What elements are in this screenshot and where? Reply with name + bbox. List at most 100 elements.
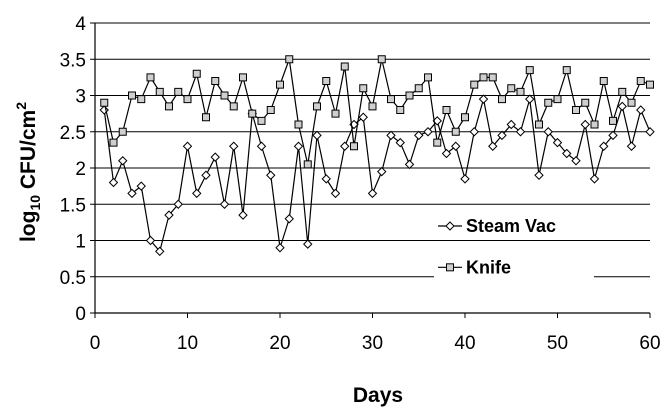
data-point xyxy=(155,87,164,96)
axes: 00.511.522.533.540 10 20 30 40 50 60 xyxy=(60,14,661,354)
x-tick-label: 50 xyxy=(547,333,568,354)
data-point xyxy=(128,91,136,100)
legend-entry: Knife xyxy=(434,254,594,281)
data-point xyxy=(276,80,284,89)
series-steam-vac xyxy=(99,94,655,257)
data-point xyxy=(479,73,488,82)
data-point xyxy=(229,102,238,111)
y-tick-label: 3 xyxy=(75,87,86,108)
data-point xyxy=(248,109,257,118)
axis-labels: Days log10 CFU/cm2 xyxy=(13,102,403,407)
legend: Steam Vac Knife xyxy=(434,213,594,281)
data-point xyxy=(340,62,349,71)
y-tick-label: 3.5 xyxy=(60,50,86,71)
data-point xyxy=(303,239,313,249)
data-point xyxy=(146,73,155,82)
data-point xyxy=(239,73,247,82)
data-point xyxy=(293,141,304,151)
data-point xyxy=(285,55,294,64)
data-point xyxy=(451,127,460,136)
data-point xyxy=(182,141,193,151)
series-knife xyxy=(100,55,654,169)
data-point xyxy=(358,112,368,122)
data-point xyxy=(108,177,119,188)
data-point xyxy=(219,199,230,209)
data-point xyxy=(220,91,229,100)
data-point xyxy=(516,87,525,96)
data-point xyxy=(137,95,146,104)
data-point xyxy=(229,141,239,151)
data-point xyxy=(330,188,341,199)
data-point xyxy=(414,84,423,93)
data-point xyxy=(460,174,470,184)
data-point xyxy=(478,94,489,104)
data-point xyxy=(525,94,535,104)
data-point xyxy=(507,84,516,93)
data-point xyxy=(257,116,266,125)
data-point xyxy=(331,109,340,118)
data-point xyxy=(445,221,455,231)
data-point xyxy=(350,142,358,151)
data-point xyxy=(571,156,581,166)
data-point xyxy=(386,130,396,141)
data-point xyxy=(562,66,571,75)
data-point xyxy=(377,55,386,64)
data-point xyxy=(321,174,331,184)
data-point xyxy=(100,98,109,107)
legend-label: Knife xyxy=(466,257,511,277)
y-tick-label: 2 xyxy=(75,159,86,180)
data-point xyxy=(589,174,600,184)
data-point xyxy=(553,95,562,104)
data-point xyxy=(608,130,618,141)
data-point xyxy=(127,188,137,199)
x-tick-label: 0 xyxy=(90,333,101,354)
data-point xyxy=(580,119,590,130)
data-point xyxy=(136,181,146,191)
data-point xyxy=(488,73,497,82)
data-point xyxy=(442,106,451,114)
data-point xyxy=(590,120,599,129)
data-point xyxy=(192,188,202,199)
data-point xyxy=(367,188,378,199)
data-point xyxy=(210,152,220,162)
data-point xyxy=(525,66,534,75)
data-point xyxy=(599,141,609,151)
x-axis-title: Days xyxy=(353,384,403,407)
series-layer xyxy=(99,55,655,257)
data-point xyxy=(165,102,173,111)
data-point xyxy=(192,69,201,78)
data-point xyxy=(118,156,128,166)
x-tick-label: 40 xyxy=(454,333,475,354)
data-point xyxy=(618,87,627,96)
data-point xyxy=(174,87,183,96)
data-point xyxy=(211,77,220,85)
data-point xyxy=(145,235,156,246)
data-point xyxy=(470,80,479,89)
data-point xyxy=(636,105,646,115)
data-point xyxy=(544,98,553,107)
data-point xyxy=(377,166,387,177)
data-point xyxy=(405,91,414,100)
data-point xyxy=(201,170,211,180)
y-axis-title: log10 CFU/cm2 xyxy=(13,102,43,242)
x-tick-label: 30 xyxy=(362,333,383,354)
data-point xyxy=(275,243,285,253)
data-point xyxy=(368,102,377,111)
legend-label: Steam Vac xyxy=(466,216,556,236)
y-tick-label: 1 xyxy=(75,232,86,253)
data-point xyxy=(646,80,654,89)
data-point xyxy=(396,106,405,114)
data-point xyxy=(506,119,516,130)
data-point xyxy=(498,95,506,104)
x-tick-label: 60 xyxy=(639,333,660,354)
legend-entry: Steam Vac xyxy=(434,213,594,239)
x-tick-label: 20 xyxy=(269,333,290,354)
data-point xyxy=(515,127,526,137)
x-tick-label: 10 xyxy=(177,333,198,354)
data-point xyxy=(322,77,331,85)
data-point xyxy=(488,141,498,151)
data-point xyxy=(581,98,590,107)
data-point xyxy=(627,98,636,107)
data-point xyxy=(562,148,572,159)
